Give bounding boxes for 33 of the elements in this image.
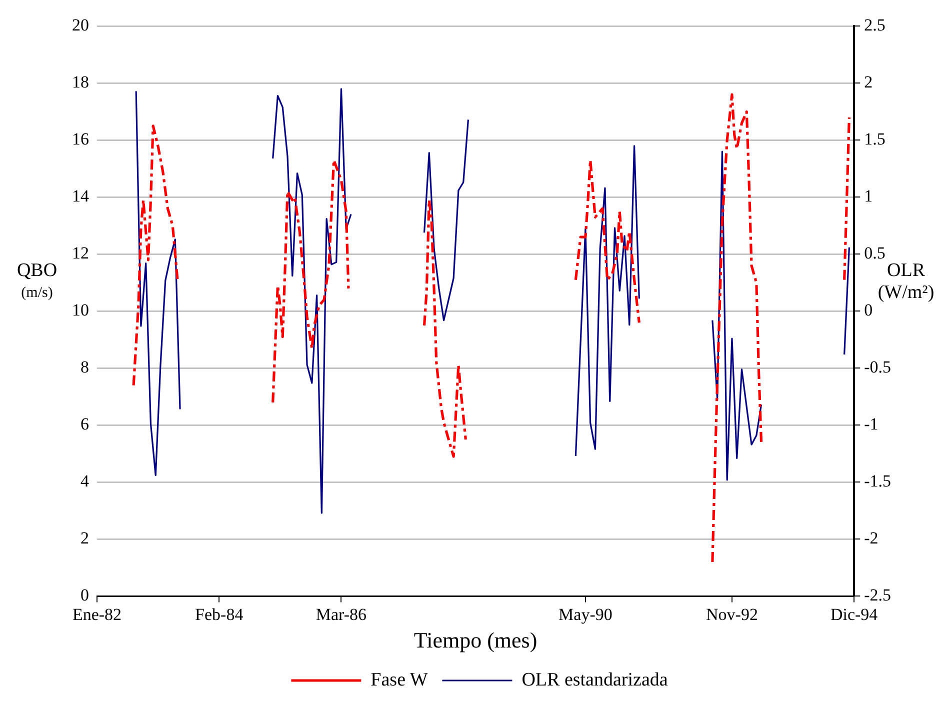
x-tick-label: Mar-86 xyxy=(316,604,367,624)
y2-axis-title: OLR (W/m²) xyxy=(876,260,936,304)
x-tick-label: Feb-84 xyxy=(195,604,244,624)
y2-tick-label: -2.5 xyxy=(864,586,892,605)
y-axis-title: QBO (m/s) xyxy=(16,260,58,303)
y2-tick-label: -2 xyxy=(864,528,878,548)
y2-tick-label: 0 xyxy=(864,300,873,320)
y-tick-label: 14 xyxy=(72,186,90,206)
x-tick-label: Dic-94 xyxy=(830,604,878,624)
y-tick-label: 0 xyxy=(80,586,89,605)
x-tick-label: May-90 xyxy=(558,604,612,624)
x-tick-label: Ene-82 xyxy=(72,604,122,624)
legend-label: OLR estandarizada xyxy=(522,669,668,690)
y2-tick-label: 2.5 xyxy=(864,16,886,35)
y-tick-label: 8 xyxy=(80,358,89,377)
x-tick-label: Nov-92 xyxy=(706,604,758,624)
y2-tick-label: -1.5 xyxy=(864,472,892,491)
y-tick-label: 10 xyxy=(72,300,89,320)
y2-tick-label: 1.5 xyxy=(864,130,886,149)
legend-label: Fase W xyxy=(370,669,428,690)
y-tick-label: 6 xyxy=(80,414,89,434)
y2-tick-label: -1 xyxy=(864,414,878,434)
y-tick-label: 2 xyxy=(80,528,89,548)
y-tick-label: 4 xyxy=(80,472,90,491)
y-tick-label: 18 xyxy=(72,72,89,92)
y2-tick-label: 0.5 xyxy=(864,244,886,263)
y-tick-label: 16 xyxy=(72,130,89,149)
y-tick-label: 12 xyxy=(72,244,89,263)
y2-tick-label: -0.5 xyxy=(864,358,892,377)
y-tick-label: 20 xyxy=(72,16,89,35)
y2-tick-label: 2 xyxy=(864,72,873,92)
y2-tick-label: 1 xyxy=(864,186,873,206)
x-axis-title: Tiempo (mes) xyxy=(414,628,538,653)
